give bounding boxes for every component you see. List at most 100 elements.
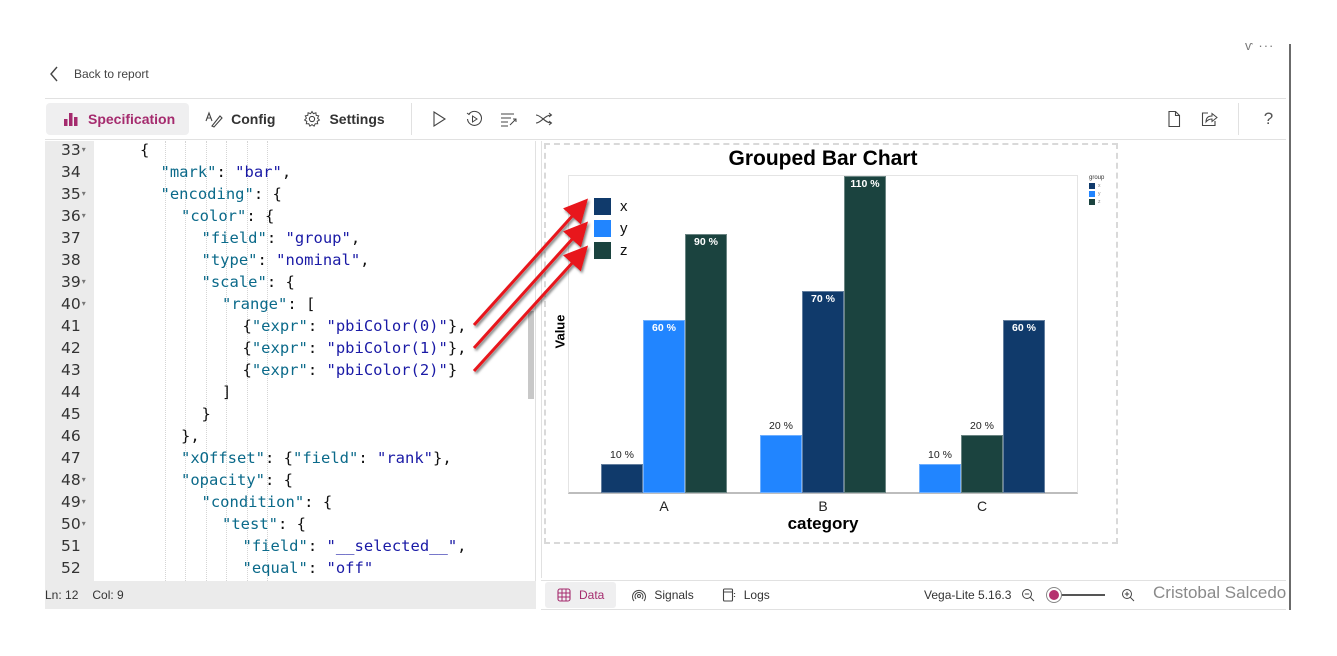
fold-toggle-icon[interactable]: ▾ <box>81 475 86 484</box>
line-number: 51 <box>61 537 81 555</box>
legend-item-y: y <box>594 217 628 239</box>
swatch-x <box>594 197 611 215</box>
editor-toolbar: Specification Config Settings ? <box>45 98 1286 140</box>
bar-chart-icon <box>64 113 78 126</box>
line-number: 40▾ <box>61 295 86 313</box>
share-icon <box>1201 112 1218 127</box>
scrollbar-thumb[interactable] <box>528 311 534 399</box>
code-line[interactable]: 42 {"expr": "pbiColor(1)"}, <box>45 337 525 359</box>
code-line[interactable]: 52 "equal": "off" <box>45 557 525 579</box>
bar-value-label: 70 % <box>811 293 835 305</box>
play-icon <box>433 110 447 128</box>
bar-value-label: 60 % <box>1012 322 1036 334</box>
code-line[interactable]: 37 "field": "group", <box>45 227 525 249</box>
code-line[interactable]: 33▾ { <box>45 141 525 161</box>
code-text: ] <box>222 383 232 401</box>
editor-status-bar: Ln: 12 Col: 9 <box>45 581 536 609</box>
tab-settings[interactable]: Settings <box>291 103 396 135</box>
auto-run-button[interactable] <box>457 103 492 135</box>
bar-A-x[interactable] <box>601 464 643 493</box>
chart-frame <box>544 143 1118 544</box>
zoom-out-icon[interactable] <box>1021 588 1035 602</box>
toolbar-divider <box>1238 103 1239 135</box>
line-number: 41 <box>61 317 81 335</box>
code-line[interactable]: 47 "xOffset": {"field": "rank"}, <box>45 447 525 469</box>
line-number: 47 <box>61 449 81 467</box>
bar-C-z[interactable] <box>961 435 1003 493</box>
fold-toggle-icon[interactable]: ▾ <box>81 145 86 154</box>
zoom-slider[interactable] <box>1047 587 1107 603</box>
code-line[interactable]: 40▾ "range": [ <box>45 293 525 315</box>
help-button[interactable]: ? <box>1251 103 1286 135</box>
tab-label: Specification <box>88 111 176 127</box>
window-controls[interactable]: ⱱ ··· <box>1245 38 1275 53</box>
share-button[interactable] <box>1191 103 1226 135</box>
fold-toggle-icon[interactable]: ▾ <box>81 299 86 308</box>
line-number: 37 <box>61 229 81 247</box>
code-line[interactable]: 43 {"expr": "pbiColor(2)"} <box>45 359 525 381</box>
tab-logs[interactable]: Logs <box>710 582 782 608</box>
window-edge <box>1289 44 1291 610</box>
fold-toggle-icon[interactable]: ▾ <box>81 189 86 198</box>
code-line[interactable]: 48▾ "opacity": { <box>45 469 525 491</box>
chart-legend[interactable]: group x y z <box>1089 175 1104 206</box>
bar-B-y[interactable] <box>760 435 802 493</box>
line-number: 48▾ <box>61 471 86 489</box>
zoom-in-icon[interactable] <box>1121 588 1135 602</box>
line-number: 42 <box>61 339 81 357</box>
legend-entry[interactable]: y <box>1089 190 1104 198</box>
code-editor[interactable]: 33▾ {34 "mark": "bar", 35▾ "encoding": {36▾ "… <box>45 141 536 581</box>
fold-toggle-icon[interactable]: ▾ <box>81 497 86 506</box>
indent-guide <box>246 141 248 581</box>
fold-toggle-icon[interactable]: ▾ <box>81 519 86 528</box>
fold-toggle-icon[interactable]: ▾ <box>81 211 86 220</box>
zoom-slider-knob[interactable] <box>1047 588 1062 602</box>
legend-title: group <box>1089 175 1105 181</box>
new-file-button[interactable] <box>1156 103 1191 135</box>
format-button[interactable] <box>492 103 527 135</box>
tab-label: Config <box>231 111 276 127</box>
run-button[interactable] <box>422 103 457 135</box>
code-line[interactable]: 34 "mark": "bar", <box>45 161 525 183</box>
code-line[interactable]: 41 {"expr": "pbiColor(0)"}, <box>45 315 525 337</box>
code-line[interactable]: 36▾ "color": { <box>45 205 525 227</box>
bar-C-y[interactable] <box>919 464 961 493</box>
line-number: 34 <box>61 163 81 181</box>
annotation-arrows <box>472 198 589 373</box>
code-line[interactable]: 46}, <box>45 425 525 447</box>
indent-guide <box>267 141 268 581</box>
line-number: 46 <box>61 427 81 445</box>
bar-A-z[interactable] <box>685 234 727 493</box>
bar-C-x[interactable] <box>1003 320 1045 493</box>
indent-guide <box>205 141 207 581</box>
code-line[interactable]: 35▾ "encoding": { <box>45 183 525 205</box>
editor-scrollbar[interactable] <box>527 141 535 581</box>
bar-B-x[interactable] <box>802 291 844 493</box>
code-line[interactable]: 45} <box>45 403 525 425</box>
code-line[interactable]: 38 "type": "nominal", <box>45 249 525 271</box>
code-line[interactable]: 49▾ "condition": { <box>45 491 525 513</box>
fold-toggle-icon[interactable]: ▾ <box>81 277 86 286</box>
shuffle-button[interactable] <box>527 103 562 135</box>
legend-entry[interactable]: z <box>1089 198 1104 206</box>
tab-specification[interactable]: Specification <box>46 103 190 135</box>
code-line[interactable]: 50▾ "test": { <box>45 513 525 535</box>
x-tick-label: C <box>976 498 988 514</box>
bar-A-y[interactable] <box>643 320 685 493</box>
bar-B-z[interactable] <box>844 176 886 493</box>
code-text: "condition": { <box>201 493 333 511</box>
back-to-report-link[interactable]: Back to report <box>48 64 149 84</box>
code-line[interactable]: 44] <box>45 381 525 403</box>
plot-area: 10 % 60 % 90 % 20 % 70 % 110 % 10 % 20 % 60 % <box>568 175 1078 494</box>
tab-data[interactable]: Data <box>545 582 617 608</box>
watermark: Cristobal Salcedo <box>1153 583 1287 602</box>
tab-config[interactable]: Config <box>193 103 287 135</box>
tab-signals[interactable]: Signals <box>620 582 705 608</box>
legend-entry[interactable]: x <box>1089 182 1104 190</box>
code-text: }, <box>181 427 200 445</box>
code-line[interactable]: 51 "field": "__selected__", <box>45 535 525 557</box>
code-line[interactable]: 39▾ "scale": { <box>45 271 525 293</box>
code-text: "xOffset": {"field": "rank"}, <box>181 449 452 467</box>
bar-value-label: 10 % <box>610 449 634 461</box>
preview-bottom-bar: Data Signals Logs Vega-Lite 5.16.3 <box>541 580 1286 610</box>
